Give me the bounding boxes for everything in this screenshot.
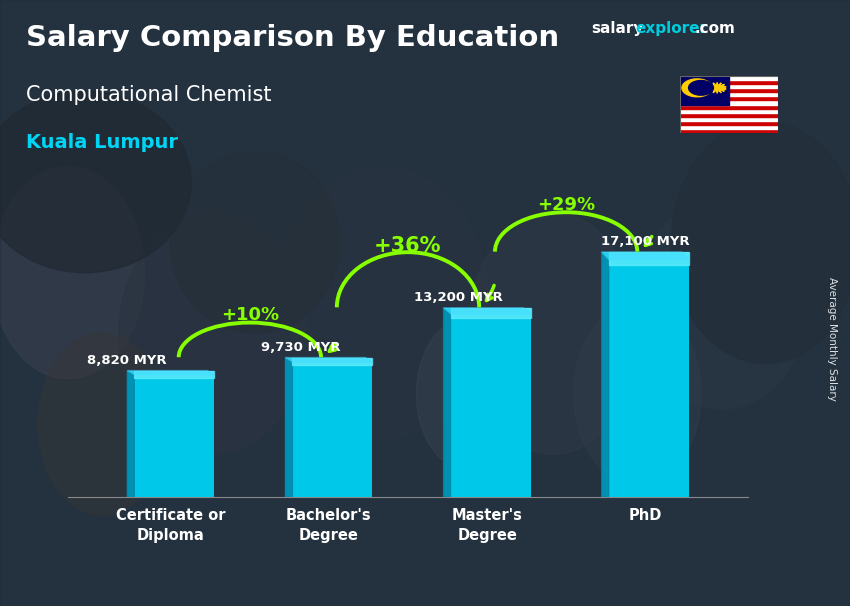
Bar xyxy=(680,76,778,80)
Text: Kuala Lumpur: Kuala Lumpur xyxy=(26,133,178,152)
Text: explorer: explorer xyxy=(636,21,708,36)
Wedge shape xyxy=(682,79,712,97)
Ellipse shape xyxy=(672,121,850,364)
Polygon shape xyxy=(602,252,688,259)
Bar xyxy=(680,108,778,113)
Bar xyxy=(680,121,778,125)
Text: Computational Chemist: Computational Chemist xyxy=(26,85,271,105)
Text: Average Monthly Salary: Average Monthly Salary xyxy=(827,278,837,401)
Ellipse shape xyxy=(119,212,306,454)
Bar xyxy=(680,80,778,84)
Ellipse shape xyxy=(0,167,144,379)
Wedge shape xyxy=(688,81,713,95)
Bar xyxy=(680,125,778,129)
Polygon shape xyxy=(128,371,134,497)
Ellipse shape xyxy=(574,303,701,485)
Bar xyxy=(444,308,530,497)
Bar xyxy=(680,92,778,96)
Text: 8,820 MYR: 8,820 MYR xyxy=(87,353,167,367)
Polygon shape xyxy=(128,371,214,375)
Text: 17,100 MYR: 17,100 MYR xyxy=(601,235,689,248)
Polygon shape xyxy=(286,358,372,362)
Text: Salary Comparison By Education: Salary Comparison By Education xyxy=(26,24,558,52)
Bar xyxy=(134,371,214,378)
Polygon shape xyxy=(602,252,609,497)
Polygon shape xyxy=(286,358,292,497)
Bar xyxy=(609,252,689,265)
Text: 9,730 MYR: 9,730 MYR xyxy=(261,341,340,353)
Text: +29%: +29% xyxy=(537,196,595,215)
Bar xyxy=(680,88,778,92)
Ellipse shape xyxy=(638,197,808,409)
Polygon shape xyxy=(444,308,530,313)
Bar xyxy=(680,129,778,133)
Ellipse shape xyxy=(276,167,489,439)
Ellipse shape xyxy=(0,91,191,273)
Text: .com: .com xyxy=(694,21,735,36)
Ellipse shape xyxy=(38,333,166,515)
Bar xyxy=(680,117,778,121)
Bar xyxy=(680,76,728,104)
Text: 13,200 MYR: 13,200 MYR xyxy=(414,291,503,304)
Text: salary: salary xyxy=(591,21,643,36)
Bar xyxy=(680,101,778,104)
Bar xyxy=(292,358,372,365)
Ellipse shape xyxy=(170,152,340,333)
Bar xyxy=(680,96,778,101)
Bar xyxy=(680,104,778,108)
Ellipse shape xyxy=(468,212,638,454)
Text: +10%: +10% xyxy=(221,306,279,324)
Bar xyxy=(602,252,688,497)
Bar xyxy=(286,358,372,497)
Bar xyxy=(450,308,530,318)
Ellipse shape xyxy=(416,318,518,470)
Text: +36%: +36% xyxy=(374,236,442,256)
Polygon shape xyxy=(708,82,726,93)
Bar xyxy=(680,113,778,117)
Bar xyxy=(680,84,778,88)
Bar xyxy=(128,371,214,497)
Polygon shape xyxy=(444,308,450,497)
